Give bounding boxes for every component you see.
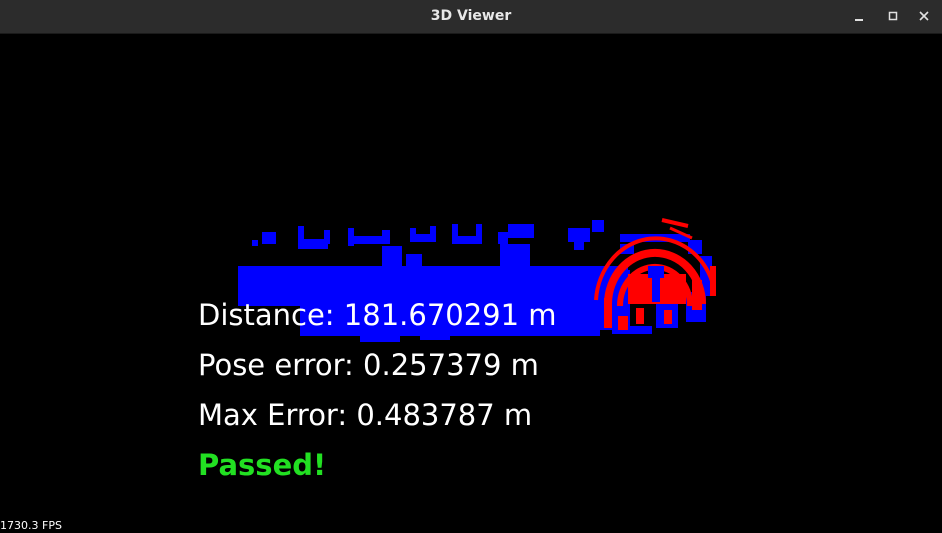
window-title: 3D Viewer	[430, 8, 512, 24]
maximize-icon	[888, 11, 898, 21]
title-bar[interactable]: 3D Viewer	[0, 0, 942, 34]
test-status: Passed!	[198, 448, 327, 482]
pose-error-readout: Pose error: 0.257379 m	[198, 348, 539, 382]
point-cloud-render	[238, 218, 716, 342]
scan-point-cloud-detail	[648, 266, 664, 302]
max-error-readout: Max Error: 0.483787 m	[198, 398, 533, 432]
fps-counter: 1730.3 FPS	[0, 519, 62, 532]
distance-readout: Distance: 181.670291 m	[198, 298, 557, 332]
close-icon	[919, 11, 929, 21]
minimize-button[interactable]	[848, 6, 870, 26]
3d-viewport[interactable]: Distance: 181.670291 m Pose error: 0.257…	[0, 34, 942, 533]
minimize-icon	[855, 19, 863, 21]
close-button[interactable]	[913, 6, 935, 26]
maximize-button[interactable]	[882, 6, 904, 26]
